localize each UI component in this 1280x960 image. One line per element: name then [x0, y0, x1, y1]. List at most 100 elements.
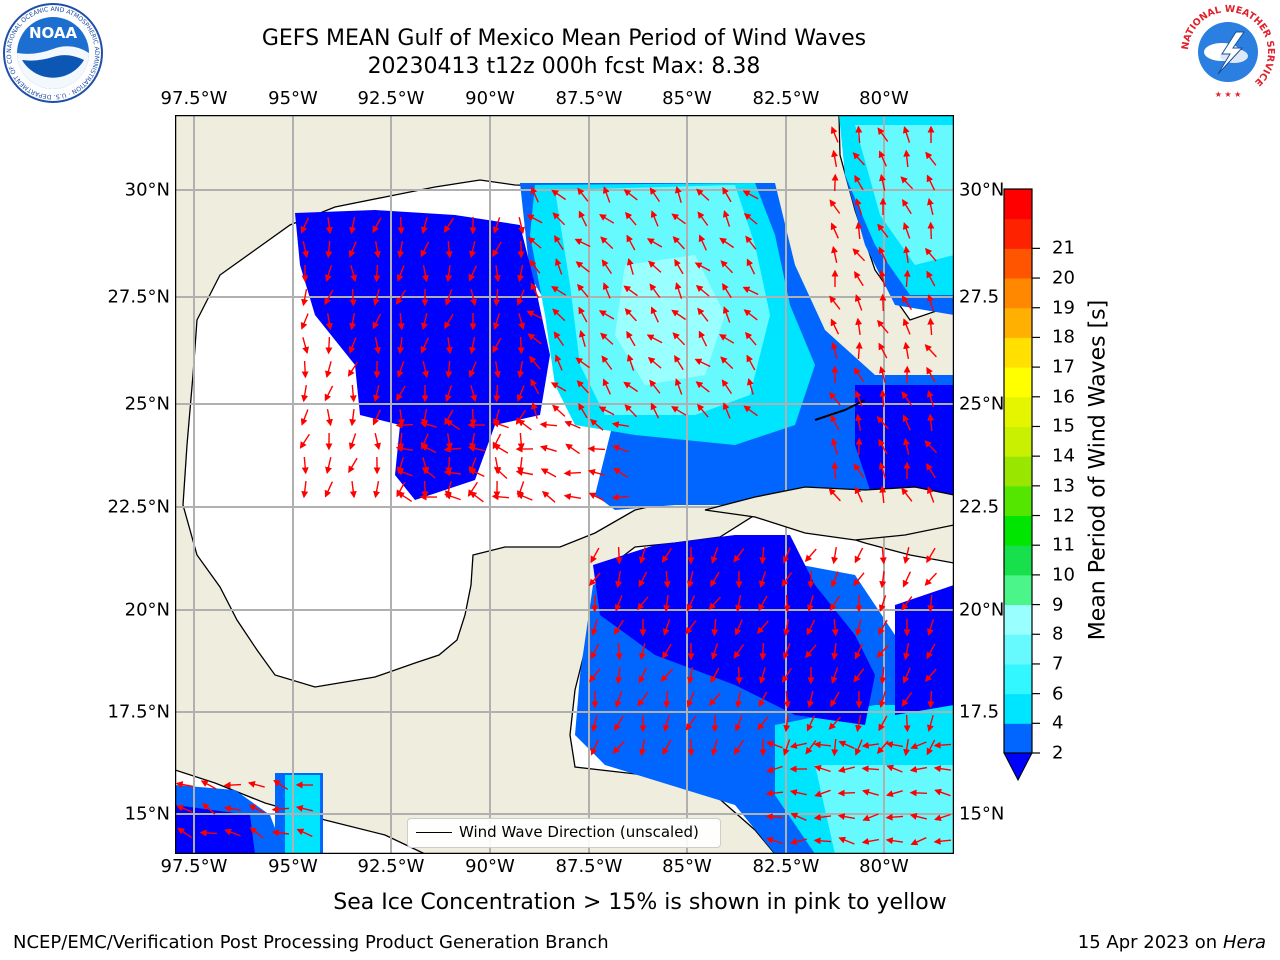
wind-wave-arrow: [924, 572, 938, 586]
noaa-logo-icon: NATIONAL OCEANIC AND ATMOSPHERIC ADMINIS…: [2, 2, 103, 103]
wind-wave-arrow: [671, 213, 686, 225]
wind-wave-arrow: [934, 788, 951, 797]
colorbar-band: [1004, 426, 1032, 457]
wind-wave-arrow: [878, 691, 886, 709]
wind-wave-arrow: [781, 667, 792, 683]
wind-wave-arrow: [517, 264, 524, 283]
wind-wave-arrow: [837, 766, 855, 773]
wind-wave-arrow: [397, 337, 405, 355]
wind-wave-arrow: [909, 813, 927, 820]
wind-wave-arrow: [927, 317, 935, 336]
wind-wave-arrow: [649, 379, 661, 394]
wind-wave-arrow: [734, 619, 743, 636]
wind-wave-arrow: [711, 714, 719, 733]
wind-wave-arrow: [541, 490, 556, 503]
wind-wave-arrow: [615, 667, 623, 685]
wind-wave-arrow: [420, 217, 428, 235]
wind-wave-arrow: [879, 389, 887, 408]
wind-wave-arrow: [396, 265, 405, 282]
wind-wave-arrow: [223, 805, 242, 813]
wind-wave-arrow: [349, 384, 357, 403]
wind-wave-arrow: [587, 445, 606, 453]
wind-wave-arrow: [491, 493, 510, 501]
wind-wave-arrow: [902, 222, 911, 239]
wind-wave-arrow: [878, 619, 888, 636]
wind-wave-arrow: [554, 354, 563, 371]
wind-wave-arrow: [733, 643, 745, 659]
wind-wave-arrow: [626, 354, 635, 371]
wind-wave-arrow: [782, 643, 791, 660]
wind-wave-arrow: [624, 404, 638, 418]
wind-wave-arrow: [926, 715, 934, 733]
wind-wave-arrow: [711, 618, 719, 637]
colorbar-band: [1004, 456, 1032, 487]
map-frame: [175, 115, 954, 854]
wind-wave-arrow: [855, 221, 863, 240]
wind-wave-arrow: [300, 313, 309, 330]
wind-wave-arrow: [782, 739, 791, 756]
wind-wave-arrow: [722, 283, 732, 299]
wind-wave-arrow: [626, 234, 636, 251]
lat-tick-right: 30°N: [959, 179, 1005, 201]
wind-wave-arrow: [720, 260, 734, 274]
sea-ice-note: Sea Ice Concentration > 15% is shown in …: [333, 890, 947, 915]
legend-line-icon: [416, 832, 452, 833]
wind-wave-arrow: [813, 837, 832, 845]
wind-wave-arrow: [807, 570, 815, 589]
lat-tick-right: 27.5: [959, 286, 1000, 308]
wind-wave-arrow: [766, 765, 783, 774]
wind-wave-arrow: [886, 764, 903, 773]
wind-wave-arrow: [789, 742, 807, 749]
wind-wave-arrow: [722, 186, 732, 203]
wind-wave-arrow: [639, 643, 646, 661]
colorbar-label: Mean Period of Wind Waves [s]: [1085, 299, 1111, 641]
wave-period-6-7-field: [555, 125, 954, 854]
wind-wave-arrow: [733, 548, 745, 563]
wind-wave-arrow: [861, 788, 879, 796]
wind-wave-arrow: [443, 217, 454, 233]
wind-wave-arrow: [879, 571, 887, 589]
wind-wave-arrow: [854, 739, 863, 756]
colorbar-tick-label: 19: [1052, 297, 1075, 319]
wind-wave-arrow: [516, 289, 525, 306]
wind-wave-arrow: [746, 377, 754, 395]
wind-wave-arrow: [494, 466, 508, 480]
wind-wave-arrow: [746, 354, 756, 371]
wind-wave-arrow: [687, 738, 695, 757]
map-plot: [175, 115, 954, 854]
wind-wave-arrow: [838, 740, 855, 749]
wind-wave-arrow: [830, 222, 839, 239]
wind-wave-arrow: [614, 691, 623, 708]
wind-wave-arrow: [602, 378, 611, 395]
lat-tick-right: 15°N: [959, 803, 1005, 825]
wind-wave-arrow: [623, 189, 638, 201]
wind-wave-arrow: [831, 341, 838, 359]
wind-wave-arrow: [855, 317, 863, 335]
wind-wave-arrow: [470, 289, 477, 307]
wind-wave-arrow: [373, 240, 381, 259]
nws-logo-icon: NATIONAL WEATHER SERVICE ★ ★ ★: [1180, 4, 1276, 100]
wind-wave-arrow: [909, 765, 928, 773]
wind-wave-arrow: [854, 271, 864, 287]
colorbar-band: [1004, 604, 1032, 635]
lon-tick-top: 97.5°W: [160, 88, 228, 109]
wind-wave-arrow: [710, 643, 718, 661]
wind-wave-arrow: [650, 306, 659, 323]
wind-wave-arrow: [742, 190, 759, 200]
lon-tick-bottom: 92.5°W: [357, 856, 425, 877]
map-legend: Wind Wave Direction (unscaled): [407, 818, 721, 848]
wind-wave-arrow: [588, 572, 601, 587]
wind-wave-arrow: [550, 382, 567, 392]
wind-wave-arrow: [806, 619, 816, 636]
wind-wave-arrow: [831, 461, 839, 480]
wind-wave-arrow: [443, 445, 462, 453]
wind-wave-arrow: [590, 643, 600, 660]
wind-wave-arrow: [396, 385, 406, 402]
colorbar-band: [1004, 574, 1032, 606]
wind-wave-arrow: [493, 265, 501, 283]
wind-wave-arrow: [527, 237, 542, 249]
wind-wave-arrow: [445, 265, 453, 283]
colorbar-tick-label: 4: [1052, 712, 1064, 734]
wind-wave-arrow: [878, 365, 886, 383]
wind-wave-arrow: [722, 402, 731, 419]
